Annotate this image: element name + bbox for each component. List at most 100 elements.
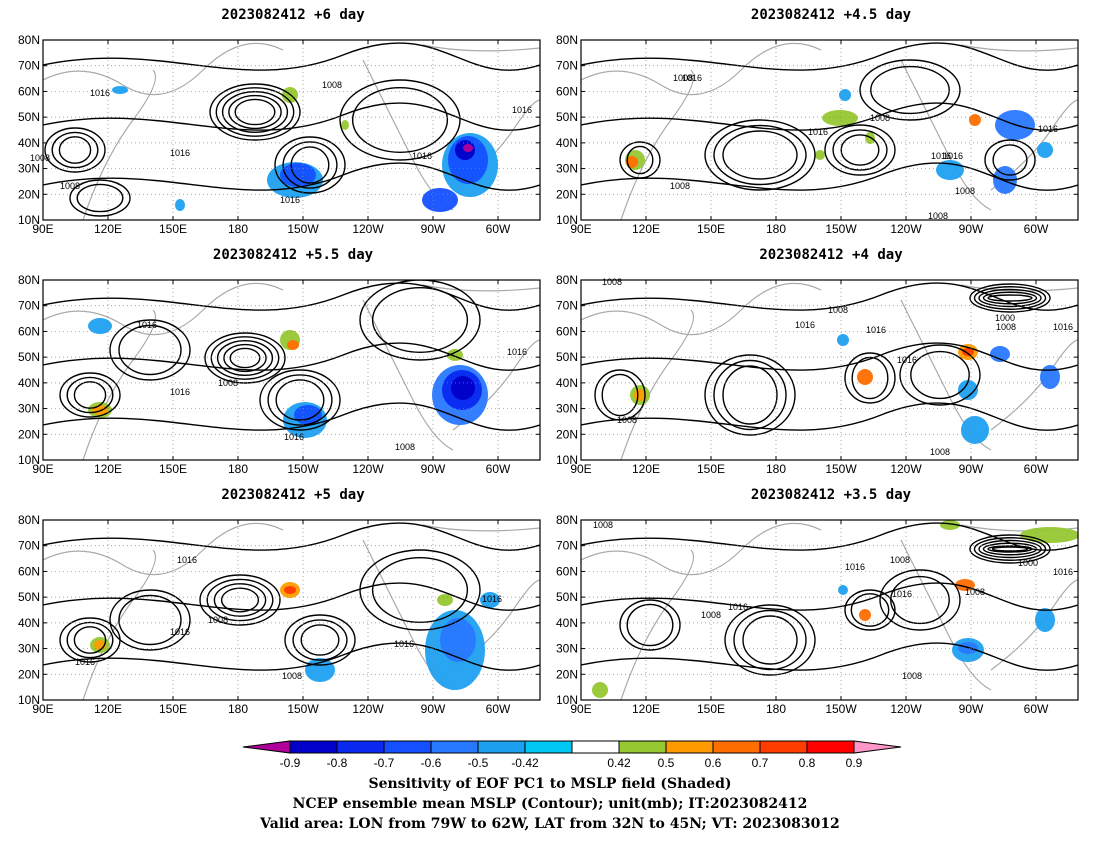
colorbar-tick-label: 0.6	[705, 756, 722, 770]
contour-label: 1016	[170, 627, 190, 637]
lon-label: 120E	[632, 222, 660, 236]
lon-label: 90E	[570, 702, 591, 716]
contour-label: 1008	[701, 610, 721, 620]
lon-label: 180	[228, 462, 248, 476]
map-content	[43, 42, 540, 220]
lat-label: 50N	[556, 110, 578, 124]
map-frame	[42, 279, 541, 461]
lon-label: 180	[766, 222, 786, 236]
mslp-contour	[43, 342, 540, 371]
contour-label: 1008	[996, 322, 1016, 332]
lon-label: 120E	[632, 462, 660, 476]
contour-label: 1008	[828, 305, 848, 315]
panel-title: 2023082412 +3.5 day	[750, 487, 912, 503]
mslp-contour	[581, 582, 1078, 611]
mslp-contour	[76, 183, 124, 213]
mslp-contour	[619, 599, 681, 651]
mslp-contour	[713, 124, 807, 186]
mslp-contour	[840, 134, 880, 166]
lon-label: 120W	[352, 462, 384, 476]
mslp-contour	[59, 372, 121, 418]
sensitivity-shading	[1037, 142, 1053, 158]
sensitivity-shading	[838, 585, 848, 595]
lon-label: 120E	[632, 702, 660, 716]
mslp-contour	[850, 593, 890, 627]
lon-label: 120W	[890, 222, 922, 236]
sensitivity-shading	[962, 348, 974, 356]
colorbar-tick-label: 0.5	[658, 756, 675, 770]
sensitivity-shading	[287, 340, 299, 350]
sensitivity-shading	[463, 144, 473, 152]
mslp-contour	[216, 340, 274, 377]
coastline	[620, 69, 695, 220]
mslp-contour	[982, 291, 1038, 305]
mslp-contour	[859, 59, 961, 121]
lon-label: 90W	[421, 222, 446, 236]
mslp-contour	[713, 359, 787, 431]
mslp-contour	[704, 119, 816, 191]
lat-label: 20N	[556, 427, 578, 441]
contour-label: 1008	[955, 186, 975, 196]
lon-label: 60W	[1024, 222, 1049, 236]
coastline	[581, 42, 822, 96]
mslp-contour	[210, 336, 280, 380]
lon-label: 90W	[959, 222, 984, 236]
lon-label: 150W	[825, 462, 857, 476]
mslp-contour	[274, 136, 346, 194]
lon-label: 120W	[352, 702, 384, 716]
map-frame	[580, 279, 1079, 461]
sensitivity-shading	[284, 586, 296, 594]
mslp-contour	[581, 162, 1078, 191]
map-frame	[580, 519, 1079, 701]
mslp-contour	[991, 546, 1029, 552]
mslp-contour	[371, 557, 469, 624]
mslp-contour	[290, 146, 330, 184]
coastline	[422, 524, 540, 532]
lat-label: 30N	[556, 402, 578, 416]
contour-label: 1008	[928, 211, 948, 221]
lon-label: 120W	[352, 222, 384, 236]
mslp-contour	[722, 130, 798, 180]
mslp-contour	[722, 365, 778, 425]
mslp-contour	[581, 522, 1078, 551]
sensitivity-shading	[1040, 365, 1060, 389]
contour-label: 1008	[322, 80, 342, 90]
map-panel-2: 1016 1008 1016 1016 1016 1008 80N 70N 60N 50N 40N 3…	[18, 273, 541, 476]
mslp-contour	[118, 324, 182, 376]
mslp-contour	[581, 42, 1078, 71]
sensitivity-shading	[175, 199, 185, 211]
lat-label: 70N	[18, 539, 40, 553]
lon-label: 60W	[486, 462, 511, 476]
sensitivity-shading	[341, 120, 349, 130]
coastline	[620, 549, 695, 700]
coastline	[900, 59, 992, 211]
map-panel-4: 1016 1008 1016 1008 1016 1016 1016 80N 70N 60N 50N…	[18, 513, 541, 716]
colorbar-box	[806, 740, 855, 754]
mslp-contour	[43, 42, 540, 71]
lat-label: 40N	[556, 616, 578, 630]
lat-label: 10N	[18, 693, 40, 707]
contour-label: 1008	[617, 415, 637, 425]
lat-label: 40N	[18, 376, 40, 390]
mslp-contour	[58, 136, 92, 164]
lat-label: 40N	[18, 136, 40, 150]
lon-label: 150E	[159, 222, 187, 236]
coastline	[43, 42, 284, 96]
mslp-contour	[824, 124, 896, 176]
mslp-contour	[371, 287, 469, 354]
contour-label: 1016	[284, 432, 304, 442]
mslp-contour	[742, 615, 798, 665]
colorbar-tick-label: -0.6	[421, 756, 442, 770]
map-content	[43, 522, 540, 700]
mslp-contour	[910, 350, 970, 400]
map-panel-5: 1008 1016 1008 1016 1008 1016 1000 1016 1008 1008…	[556, 513, 1079, 716]
lon-label: 150E	[159, 462, 187, 476]
contour-label: 1016	[931, 151, 951, 161]
mslp-contour	[43, 642, 540, 671]
mslp-contour	[213, 583, 267, 617]
mslp-contour	[292, 619, 348, 661]
mslp-contour	[282, 141, 338, 189]
sensitivity-shading	[437, 594, 453, 606]
coastline	[82, 69, 157, 220]
mslp-contour	[267, 374, 333, 426]
